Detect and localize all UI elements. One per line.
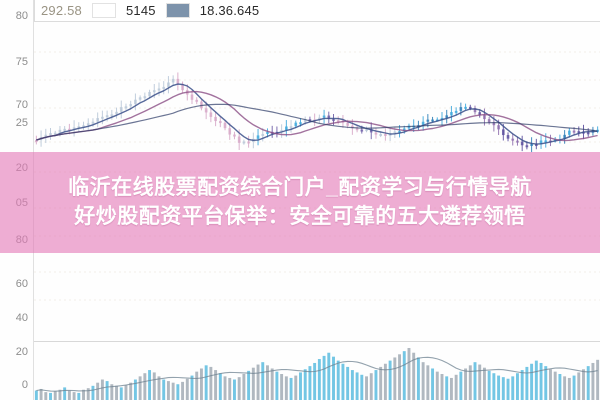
volume-axis-tick: 0 xyxy=(21,379,28,391)
banner-headline-secondary: 好炒股配资平台保举：安全可靠的五大遴荐领悟 xyxy=(74,204,526,228)
volume-axis-tick: 60 xyxy=(15,278,28,290)
chart-legend: 292.58 5145 18.36.645 xyxy=(34,0,600,22)
price-axis-tick: 70 xyxy=(15,99,28,111)
price-candlestick-plot[interactable] xyxy=(34,22,600,340)
legend-price-value: 292.58 xyxy=(41,3,82,18)
price-axis-tick: 25 xyxy=(15,117,28,129)
banner-headline-primary: 临沂在线股票配资综合门户_配资学习与行情导航 xyxy=(68,176,532,200)
volume-chart-pane[interactable] xyxy=(34,344,600,400)
volume-axis-tick: 20 xyxy=(15,346,28,358)
promo-banner-overlay: 临沂在线股票配资综合门户_配资学习与行情导航 好炒股配资平台保举：安全可靠的五大… xyxy=(0,152,600,253)
legend-series1-label: 5145 xyxy=(125,3,156,18)
price-axis-tick: 80 xyxy=(15,10,28,22)
price-chart-pane[interactable] xyxy=(34,22,600,340)
pane-divider xyxy=(34,341,600,342)
legend-series2-label: 18.36.645 xyxy=(199,3,260,18)
price-axis-tick: 75 xyxy=(15,56,28,68)
volume-bar-plot[interactable] xyxy=(34,344,600,400)
legend-swatch-series1 xyxy=(91,3,116,18)
legend-swatch-series2 xyxy=(165,3,190,18)
volume-axis-tick: 40 xyxy=(15,312,28,324)
